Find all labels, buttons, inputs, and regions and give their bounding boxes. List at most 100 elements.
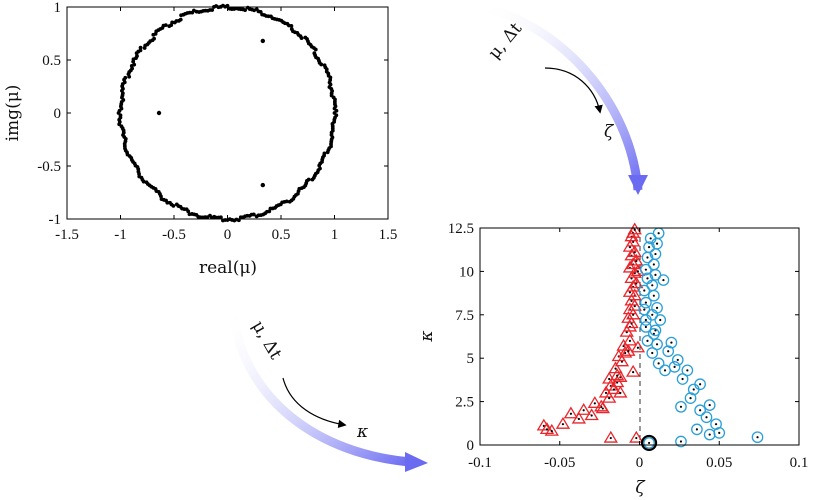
panel1-ylabel: img(μ)	[3, 85, 23, 142]
triangle-center-dot	[632, 370, 635, 374]
positive-damping-circle	[659, 364, 671, 377]
eigenvalue-dot	[334, 113, 339, 118]
positive-damping-circle	[646, 347, 659, 359]
curved-arrow-top	[478, 1, 643, 191]
triangle-center-dot	[627, 350, 630, 353]
eigenvalue-dot	[142, 46, 147, 50]
panel1-xtick-label: 1	[331, 227, 339, 243]
positive-damping-circle	[751, 431, 764, 444]
panel1-ytick-label: 1	[54, 0, 62, 16]
negative-damping-triangle	[555, 416, 571, 429]
triangle-center-dot	[545, 428, 549, 431]
circle-center-dot	[647, 245, 651, 249]
panel1-ytick-label: 0.5	[42, 53, 61, 69]
eigenvalue-dot	[267, 209, 272, 214]
panel2-xtick-label: -0.05	[544, 455, 575, 471]
circle-center-dot	[657, 362, 660, 365]
eigenvalue-dot	[289, 27, 294, 31]
panel1-xtick-label: -1	[114, 227, 127, 243]
triangle-center-dot	[636, 270, 640, 273]
circle-center-dot	[652, 332, 655, 335]
circle-center-dot	[652, 294, 655, 297]
circle-center-dot	[692, 388, 695, 391]
negative-damping-triangle	[624, 248, 639, 261]
positive-damping-circle	[657, 274, 670, 286]
eigenvalue-dot	[284, 199, 289, 204]
negative-damping-triangle	[622, 333, 638, 346]
triangle-center-dot	[630, 322, 633, 325]
circle-center-dot	[646, 339, 649, 342]
triangle-center-dot	[569, 412, 573, 415]
positive-damping-circle	[676, 373, 689, 385]
positive-damping-circle	[643, 241, 655, 253]
triangle-center-dot	[608, 377, 611, 381]
triangle-center-dot	[601, 407, 604, 410]
eigenvalue-dot	[186, 209, 191, 214]
circle-center-dot	[657, 232, 660, 235]
damping-points	[536, 222, 764, 452]
circle-center-dot	[644, 268, 647, 271]
negative-damping-triangle	[621, 343, 636, 356]
positive-damping-circle	[649, 324, 662, 337]
circle-center-dot	[708, 433, 711, 436]
eigenvalue-points	[116, 3, 339, 223]
circle-center-dot	[654, 329, 657, 332]
triangle-center-dot	[625, 331, 628, 334]
circle-center-dot	[646, 277, 649, 280]
circle-center-dot	[651, 313, 654, 316]
negative-damping-triangle	[606, 382, 622, 395]
triangle-center-dot	[616, 374, 619, 377]
arrow-bottom-label-kappa: κ	[356, 422, 368, 442]
panel-eigenvalue-plot: -1.5 -1 -0.5 0 0.5 1 1.5-1-0.500.51 real(μ) im…	[3, 0, 397, 278]
panel1-xtick-label: -0.5	[162, 227, 186, 243]
triangle-center-dot	[628, 291, 632, 294]
positive-damping-circle	[671, 354, 684, 366]
negative-damping-triangle	[610, 368, 625, 381]
panel1-xtick-label: 1.5	[379, 227, 398, 243]
arrow-top-group: μ, Δt ζ	[478, 1, 648, 195]
highlighted-mode-ring	[640, 434, 658, 452]
triangle-center-dot	[561, 423, 565, 426]
negative-damping-triangle	[625, 279, 641, 292]
triangle-center-dot	[577, 417, 580, 421]
circle-center-dot	[667, 350, 670, 353]
negative-damping-triangle	[627, 222, 642, 235]
panel1-ytick-label: -0.5	[37, 159, 61, 175]
positive-damping-circle	[641, 272, 654, 285]
positive-damping-circle	[700, 411, 713, 424]
panel2-xlabel: ζ	[635, 478, 646, 498]
positive-damping-circle	[640, 263, 652, 276]
eigenvalue-dot	[322, 63, 327, 68]
negative-damping-triangle	[622, 302, 638, 315]
panel2-ytick-label: 10	[459, 264, 474, 280]
positive-damping-circle	[638, 303, 651, 316]
eigenvalue-dot-interior	[260, 182, 266, 188]
negative-damping-triangle	[603, 430, 618, 443]
triangle-center-dot	[630, 299, 633, 303]
triangle-center-dot	[614, 367, 617, 370]
triangle-center-dot	[628, 245, 632, 249]
arrow-bottom-label-params: μ, Δt	[248, 318, 286, 364]
circle-center-dot	[663, 369, 667, 372]
triangle-center-dot	[619, 391, 622, 395]
triangle-center-dot	[635, 282, 638, 285]
triangle-center-dot	[590, 414, 593, 417]
circle-center-dot	[646, 256, 649, 259]
positive-damping-circle	[710, 418, 722, 431]
eigenvalue-dot-interior	[156, 110, 162, 116]
triangle-center-dot	[612, 388, 616, 391]
circle-center-dot	[644, 318, 647, 322]
small-arrow-bottom	[282, 377, 347, 429]
negative-damping-triangle	[622, 260, 638, 273]
triangle-center-dot	[628, 339, 632, 342]
triangle-center-dot	[622, 344, 625, 348]
eigenvalue-dot	[318, 166, 322, 171]
circle-center-dot	[652, 263, 655, 266]
positive-damping-circle	[703, 399, 716, 411]
triangle-center-dot	[608, 397, 611, 400]
negative-damping-triangle	[571, 411, 587, 424]
circle-center-dot	[644, 325, 647, 329]
negative-damping-triangle	[627, 288, 642, 301]
eigenvalue-dot	[322, 151, 327, 156]
eigenvalue-dot	[303, 35, 308, 40]
